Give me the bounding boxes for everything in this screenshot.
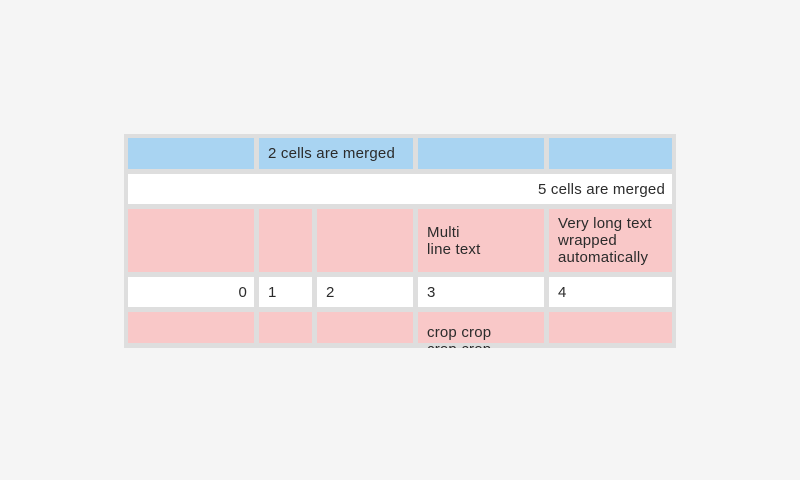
header-cell-r1c5 [549, 138, 672, 169]
pink-cell-r3c3 [317, 209, 413, 272]
number-cell-1: 1 [259, 277, 312, 307]
data-table: 2 cells are merged 5 cells are merged Mu… [124, 134, 676, 348]
wrapped-text-cell: Very long text wrapped automatically [549, 209, 672, 272]
pink-cell-r3c1 [128, 209, 254, 272]
pink-cell-r5c2 [259, 312, 312, 343]
pink-cell-r5c1 [128, 312, 254, 343]
wrapped-text-label: Very long text wrapped automatically [558, 215, 652, 266]
header-cell-r1c1 [128, 138, 254, 169]
pink-cell-r3c2 [259, 209, 312, 272]
header-cell-r1c4 [418, 138, 544, 169]
cropped-text-label: crop crop crop crop [427, 324, 492, 348]
merged-5-cells-label: 5 cells are merged [538, 180, 665, 198]
number-label-2: 2 [326, 283, 335, 301]
pink-cell-r5c3 [317, 312, 413, 343]
multiline-text-cell: Multi line text [418, 209, 544, 272]
cropped-text-cell: crop crop crop crop [418, 312, 544, 348]
merged-5-cells-row: 5 cells are merged [128, 174, 672, 204]
number-label-0: 0 [238, 283, 247, 301]
number-cell-4: 4 [549, 277, 672, 307]
number-cell-0: 0 [128, 277, 254, 307]
number-label-4: 4 [558, 283, 567, 301]
merged-2-cells-header: 2 cells are merged [259, 138, 413, 169]
number-label-1: 1 [268, 283, 277, 301]
multiline-text-label: Multi line text [427, 223, 481, 258]
number-cell-2: 2 [317, 277, 413, 307]
pink-cell-r5c5 [549, 312, 672, 343]
number-label-3: 3 [427, 283, 436, 301]
number-cell-3: 3 [418, 277, 544, 307]
merged-2-cells-label: 2 cells are merged [268, 145, 395, 162]
